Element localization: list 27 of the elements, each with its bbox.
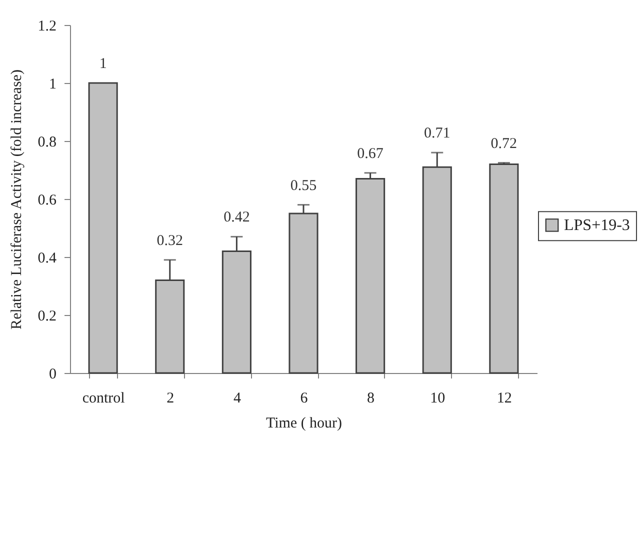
x-tick-label: 6 bbox=[300, 390, 308, 406]
y-tick-label: 0 bbox=[49, 366, 56, 382]
bar bbox=[489, 163, 519, 374]
x-tick-label: 12 bbox=[496, 390, 512, 406]
x-tick-label: 4 bbox=[233, 390, 242, 406]
data-label: 0.55 bbox=[290, 178, 317, 194]
x-tick-label: 8 bbox=[367, 390, 375, 406]
y-tick-label: 1 bbox=[49, 76, 56, 92]
y-tick-label: 0.8 bbox=[38, 134, 56, 150]
data-label: 0.72 bbox=[490, 136, 518, 152]
x-tick-label: 10 bbox=[430, 390, 446, 406]
data-label: 0.42 bbox=[224, 210, 250, 226]
y-tick-label: 0.4 bbox=[38, 250, 57, 266]
x-tick-label: control bbox=[82, 390, 125, 406]
y-axis-title: Relative Luciferase Activity (fold increase) bbox=[8, 70, 25, 330]
data-label: 1 bbox=[99, 56, 107, 72]
x-axis-title: Time ( hour) bbox=[266, 416, 342, 432]
legend-label: LPS+19-3 bbox=[564, 217, 630, 234]
y-tick-label: 0.6 bbox=[38, 192, 57, 208]
data-label: 0.67 bbox=[357, 146, 384, 162]
y-tick-label: 0.2 bbox=[38, 308, 56, 324]
y-tick-label: 1.2 bbox=[38, 18, 56, 34]
data-label: 0.71 bbox=[424, 126, 450, 142]
data-label: 0.32 bbox=[156, 232, 184, 249]
x-tick-label: 2 bbox=[166, 390, 174, 406]
bar bbox=[88, 82, 118, 374]
bar bbox=[356, 178, 386, 374]
